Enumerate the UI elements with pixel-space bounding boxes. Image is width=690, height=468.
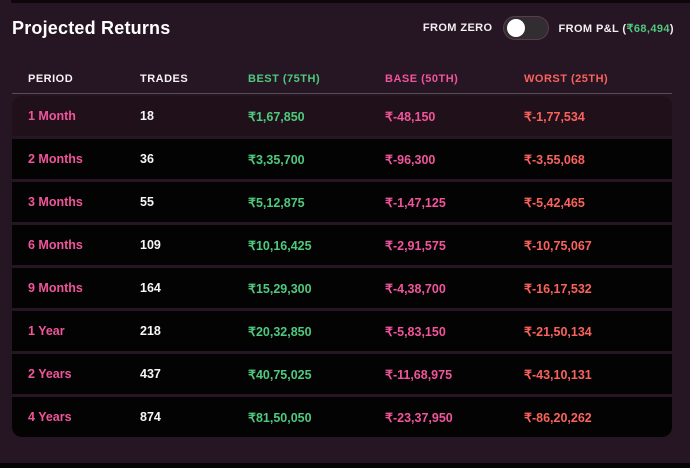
column-header-base: BASE (50TH) bbox=[385, 72, 459, 85]
worst-cell: ₹-3,55,068 bbox=[524, 152, 585, 167]
table-row[interactable]: 9 Months 164 ₹15,29,300 ₹-4,38,700 ₹-16,17,5… bbox=[12, 268, 672, 308]
worst-cell: ₹-86,20,262 bbox=[524, 410, 592, 425]
trades-cell: 437 bbox=[140, 367, 161, 381]
base-cell: ₹-1,47,125 bbox=[385, 195, 446, 210]
best-cell: ₹5,12,875 bbox=[248, 195, 305, 210]
worst-cell: ₹-5,42,465 bbox=[524, 195, 585, 210]
top-edge-cutoff bbox=[11, 0, 690, 3]
table-row[interactable]: 3 Months 55 ₹5,12,875 ₹-1,47,125 ₹-5,42,465 bbox=[12, 182, 672, 222]
base-cell: ₹-96,300 bbox=[385, 152, 436, 167]
best-cell: ₹81,50,050 bbox=[248, 410, 312, 425]
table-row[interactable]: 4 Years 874 ₹81,50,050 ₹-23,37,950 ₹-86,20,2… bbox=[12, 397, 672, 437]
worst-cell: ₹-21,50,134 bbox=[524, 324, 592, 339]
panel-header: Projected Returns FROM ZERO FROM P&L (₹6… bbox=[12, 4, 674, 52]
column-header-trades: TRADES bbox=[140, 72, 189, 85]
from-zero-label[interactable]: FROM ZERO bbox=[422, 22, 493, 34]
period-cell: 6 Months bbox=[28, 238, 83, 252]
table-row[interactable]: 1 Year 218 ₹20,32,850 ₹-5,83,150 ₹-21,50,134 bbox=[12, 311, 672, 351]
period-cell: 9 Months bbox=[28, 281, 83, 295]
table-row[interactable]: 1 Month 18 ₹1,67,850 ₹-48,150 ₹-1,77,534 bbox=[12, 96, 672, 136]
best-cell: ₹20,32,850 bbox=[248, 324, 312, 339]
worst-cell: ₹-16,17,532 bbox=[524, 281, 592, 296]
pnl-mode-toggle[interactable] bbox=[502, 16, 549, 40]
best-cell: ₹10,16,425 bbox=[248, 238, 312, 253]
table-row[interactable]: 6 Months 109 ₹10,16,425 ₹-2,91,575 ₹-10,75,0… bbox=[12, 225, 672, 265]
trades-cell: 164 bbox=[140, 281, 161, 295]
base-cell: ₹-23,37,950 bbox=[385, 410, 453, 425]
column-header-worst: WORST (25TH) bbox=[524, 72, 609, 85]
period-cell: 2 Months bbox=[28, 152, 83, 166]
table-body: 1 Month 18 ₹1,67,850 ₹-48,150 ₹-1,77,534 2 Mo… bbox=[12, 96, 672, 437]
pnl-value: ₹68,494 bbox=[626, 22, 670, 35]
column-header-period: PERIOD bbox=[28, 72, 74, 85]
from-pnl-prefix: FROM P&L ( bbox=[558, 22, 627, 35]
table-row[interactable]: 2 Months 36 ₹3,35,700 ₹-96,300 ₹-3,55,068 bbox=[12, 139, 672, 179]
base-cell: ₹-2,91,575 bbox=[385, 238, 446, 253]
bottom-edge-cutoff bbox=[0, 463, 690, 468]
trades-cell: 218 bbox=[140, 324, 161, 338]
from-pnl-label[interactable]: FROM P&L (₹68,494) bbox=[559, 22, 675, 35]
trades-cell: 109 bbox=[140, 238, 161, 252]
base-cell: ₹-4,38,700 bbox=[385, 281, 446, 296]
column-header-best: BEST (75TH) bbox=[248, 72, 321, 85]
worst-cell: ₹-1,77,534 bbox=[524, 109, 585, 124]
from-pnl-suffix: ) bbox=[669, 22, 674, 35]
best-cell: ₹1,67,850 bbox=[248, 109, 305, 124]
trades-cell: 36 bbox=[140, 152, 154, 166]
toggle-knob bbox=[506, 19, 525, 37]
period-cell: 3 Months bbox=[28, 195, 83, 209]
base-cell: ₹-48,150 bbox=[385, 109, 436, 124]
period-cell: 1 Year bbox=[28, 324, 65, 338]
worst-cell: ₹-10,75,067 bbox=[524, 238, 592, 253]
trades-cell: 55 bbox=[140, 195, 154, 209]
best-cell: ₹40,75,025 bbox=[248, 367, 312, 382]
period-cell: 2 Years bbox=[28, 367, 72, 381]
table-row[interactable]: 2 Years 437 ₹40,75,025 ₹-11,68,975 ₹-43,10,1… bbox=[12, 354, 672, 394]
best-cell: ₹15,29,300 bbox=[248, 281, 312, 296]
base-cell: ₹-11,68,975 bbox=[385, 367, 453, 382]
pnl-mode-toggle-group: FROM ZERO FROM P&L (₹68,494) bbox=[423, 16, 674, 40]
table-header-row: PERIOD TRADES BEST (75TH) BASE (50TH) WO… bbox=[12, 64, 672, 94]
period-cell: 1 Month bbox=[28, 109, 76, 123]
trades-cell: 18 bbox=[140, 109, 154, 123]
period-cell: 4 Years bbox=[28, 410, 72, 424]
base-cell: ₹-5,83,150 bbox=[385, 324, 446, 339]
page-title: Projected Returns bbox=[12, 17, 171, 38]
worst-cell: ₹-43,10,131 bbox=[524, 367, 592, 382]
best-cell: ₹3,35,700 bbox=[248, 152, 305, 167]
trades-cell: 874 bbox=[140, 410, 161, 424]
